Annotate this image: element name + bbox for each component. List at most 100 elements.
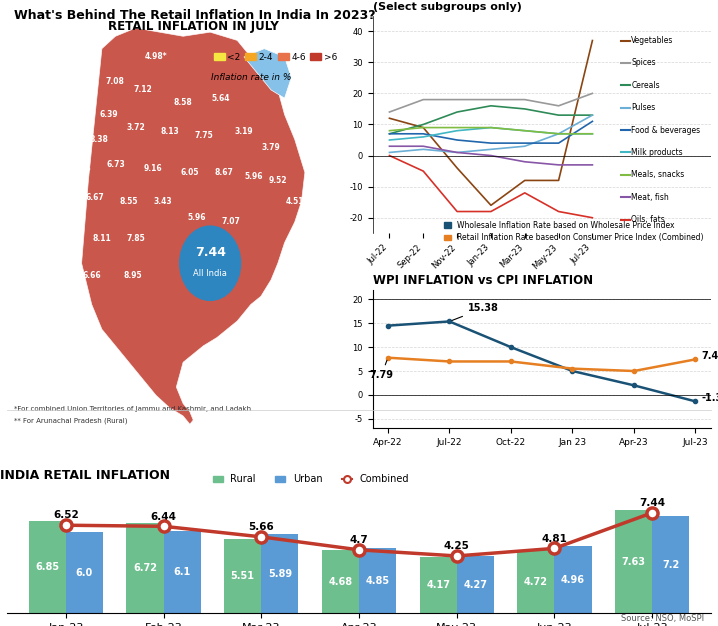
Text: 4.7: 4.7: [350, 535, 368, 545]
Text: INDIA RETAIL INFLATION: INDIA RETAIL INFLATION: [0, 470, 170, 483]
Bar: [554, 546, 592, 613]
Text: 3.19: 3.19: [235, 126, 253, 136]
Text: Inflation rate in %: Inflation rate in %: [210, 73, 291, 83]
Text: 7.07: 7.07: [221, 217, 240, 227]
Text: 8.67: 8.67: [214, 168, 233, 177]
Text: 4.68: 4.68: [328, 577, 353, 587]
Text: RETAIL INFLATION IN JULY: RETAIL INFLATION IN JULY: [108, 20, 279, 33]
Text: 4.51: 4.51: [286, 197, 304, 206]
Text: Meals, snacks: Meals, snacks: [631, 170, 684, 179]
Text: 6.85: 6.85: [35, 562, 60, 572]
Text: 6.66: 6.66: [83, 271, 101, 280]
Bar: [126, 523, 164, 613]
Text: 6.43: 6.43: [65, 308, 84, 317]
Text: 4.17: 4.17: [426, 580, 450, 590]
Text: 4.96: 4.96: [561, 575, 585, 585]
Text: 7.44: 7.44: [701, 351, 718, 361]
Text: 4.85: 4.85: [365, 576, 390, 586]
Text: 7.12: 7.12: [133, 85, 152, 95]
Text: 4.98*: 4.98*: [145, 53, 167, 61]
Text: 6.05: 6.05: [181, 168, 199, 177]
Text: Oils, fats: Oils, fats: [631, 215, 665, 224]
Text: 4.72: 4.72: [524, 577, 548, 587]
Text: 7.08: 7.08: [106, 77, 125, 86]
Text: 5.51: 5.51: [230, 571, 255, 581]
Text: 7.79: 7.79: [370, 361, 393, 380]
Text: 15.38: 15.38: [452, 304, 499, 321]
Bar: [164, 531, 201, 613]
Text: 6.73: 6.73: [106, 160, 125, 169]
Text: Pulses: Pulses: [631, 103, 656, 112]
Text: 9.72: 9.72: [52, 250, 70, 260]
Text: ** For Arunachal Pradesh (Rural): ** For Arunachal Pradesh (Rural): [14, 418, 128, 424]
Text: 5.64: 5.64: [211, 94, 230, 103]
PathPatch shape: [244, 49, 292, 98]
Text: 3.79: 3.79: [261, 143, 281, 152]
Text: 7.85: 7.85: [126, 234, 145, 243]
Text: Meat, fish: Meat, fish: [631, 193, 669, 202]
PathPatch shape: [82, 28, 305, 424]
Text: 9.66: 9.66: [73, 164, 91, 173]
Text: 6.52: 6.52: [53, 510, 79, 520]
Legend: Wholesale Inflation Rate based on Wholesale Price Index, Retail Inflation Rate b: Wholesale Inflation Rate based on Wholes…: [441, 217, 707, 245]
Text: Source: NSO, MoSPI: Source: NSO, MoSPI: [620, 614, 704, 623]
Text: 7.44: 7.44: [639, 498, 666, 508]
Text: *For combined Union Territories of Jammu and Kashmir, and Ladakh: *For combined Union Territories of Jammu…: [14, 406, 251, 412]
Text: Spices: Spices: [631, 58, 656, 68]
Text: 7.75: 7.75: [194, 131, 213, 140]
Text: 4.81: 4.81: [541, 533, 567, 543]
Bar: [652, 516, 689, 613]
Text: 7.2: 7.2: [662, 560, 679, 570]
Text: 7.51: 7.51: [52, 226, 70, 235]
Circle shape: [180, 226, 241, 300]
Text: 7.44: 7.44: [201, 250, 220, 260]
Text: What's Behind The Retail Inflation In India In 2023?: What's Behind The Retail Inflation In In…: [14, 9, 376, 23]
Text: 6.0: 6.0: [76, 568, 93, 578]
Bar: [322, 550, 359, 613]
Bar: [615, 510, 652, 613]
Text: 9.16: 9.16: [144, 164, 162, 173]
Text: 5.89: 5.89: [268, 568, 292, 578]
Text: 6.1: 6.1: [174, 567, 191, 577]
Text: 3.49: 3.49: [45, 279, 64, 289]
Text: 4.25: 4.25: [444, 541, 470, 552]
Text: Vegetables: Vegetables: [631, 36, 673, 45]
Text: Cereals: Cereals: [631, 81, 660, 90]
Bar: [457, 556, 494, 613]
Text: Milk products: Milk products: [631, 148, 683, 157]
Bar: [517, 550, 554, 613]
Text: 7.46: 7.46: [55, 197, 74, 206]
Text: 6.44: 6.44: [151, 511, 177, 521]
Text: 5.96: 5.96: [187, 213, 206, 222]
Text: 3.43: 3.43: [154, 197, 172, 206]
Text: 8.13: 8.13: [160, 126, 179, 136]
Text: 8.95: 8.95: [123, 271, 141, 280]
Text: 7.44: 7.44: [195, 247, 225, 259]
Text: 6.39: 6.39: [99, 110, 118, 119]
Text: All India: All India: [193, 269, 227, 278]
Text: 8.58: 8.58: [174, 98, 192, 107]
Text: 8.55: 8.55: [120, 197, 138, 206]
Bar: [29, 521, 66, 613]
Text: 6.67: 6.67: [85, 193, 105, 202]
Bar: [359, 548, 396, 613]
Text: -1.36: -1.36: [701, 393, 718, 403]
Text: 8.38: 8.38: [89, 135, 108, 144]
Text: 6.72: 6.72: [133, 563, 157, 573]
Legend: Rural, Urban, Combined: Rural, Urban, Combined: [209, 471, 413, 488]
Text: 9.52: 9.52: [269, 177, 287, 185]
Bar: [419, 557, 457, 613]
Text: 3.72: 3.72: [126, 123, 145, 131]
Text: 5.66: 5.66: [248, 522, 274, 532]
Text: WPI INFLATION vs CPI INFLATION: WPI INFLATION vs CPI INFLATION: [373, 274, 592, 287]
Bar: [261, 534, 299, 613]
Text: Food & beverages: Food & beverages: [631, 126, 701, 135]
Text: 7.63: 7.63: [622, 557, 645, 567]
Text: INFLATION RATES: FOOD & BEVERAGES
(Select subgroups only): INFLATION RATES: FOOD & BEVERAGES (Selec…: [373, 0, 617, 12]
Legend: <2, 2-4, 4-6, >6: <2, 2-4, 4-6, >6: [210, 49, 341, 65]
Text: 8.11: 8.11: [93, 234, 111, 243]
Bar: [66, 532, 103, 613]
Text: 5.44: 5.44: [45, 308, 64, 317]
Text: 5.96: 5.96: [245, 172, 264, 181]
Text: 4.27: 4.27: [463, 580, 488, 590]
